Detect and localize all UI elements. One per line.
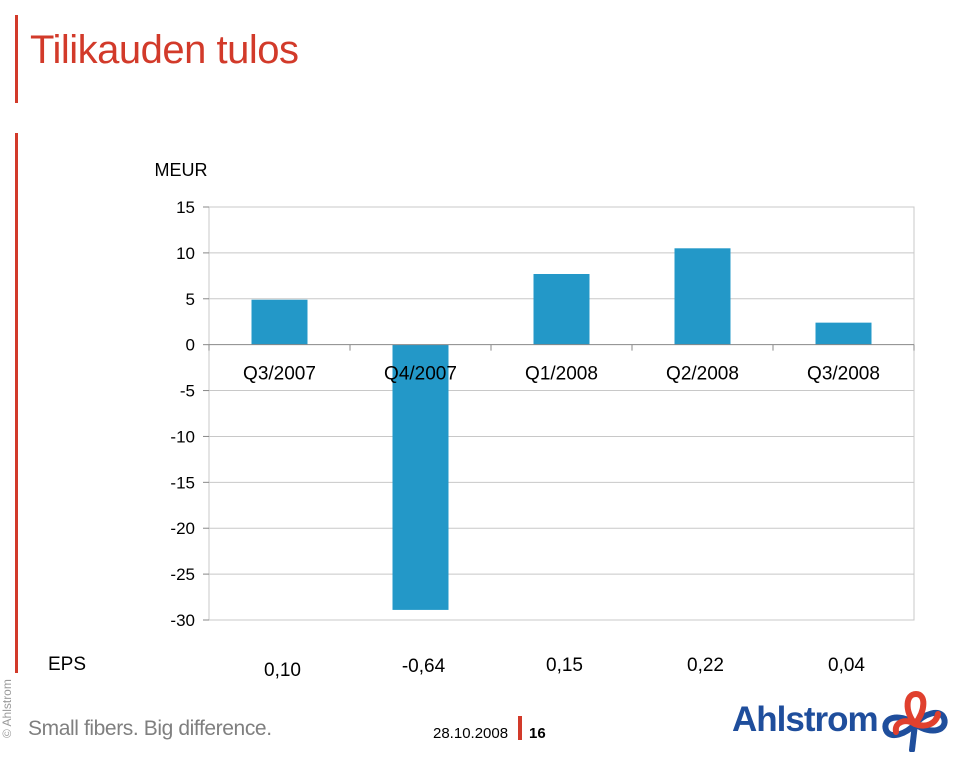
copyright-notice: © Ahlstrom [0,679,14,738]
bar-chart: 15 10 5 0 -5 -10 -15 -20 -25 -30 MEUR Q3/2007 Q4/200… [48,160,915,681]
y-axis-label: MEUR [155,160,208,180]
y-tick-label: -20 [170,519,195,538]
category-label: Q4/2007 [384,364,457,385]
plot-frame [208,206,915,621]
labels-layer: 15 10 5 0 -5 -10 -15 -20 -25 -30 MEUR Q3/2007 Q4/200… [48,160,880,681]
y-tick-label: -10 [170,427,195,446]
y-tick-label: 5 [186,290,195,309]
bar-q1-2008 [533,273,590,345]
eps-value: 0,22 [687,655,724,676]
eps-value: -0,64 [402,656,446,677]
grid-layer [208,206,915,621]
bar-q3-2008 [815,322,872,345]
category-label: Q3/2007 [243,364,316,385]
footer-separator [518,716,522,740]
tagline: Small fibers. Big difference. [28,717,272,740]
bar-q3-2007 [251,299,308,345]
y-tick-label: 15 [176,198,195,217]
eps-value: 0,10 [264,660,301,681]
y-tick-label: -15 [170,473,195,492]
category-label: Q2/2008 [666,364,739,385]
category-label: Q1/2008 [525,364,598,385]
category-label: Q3/2008 [807,364,880,385]
eps-label: EPS [48,654,86,675]
bar-q2-2008 [674,248,731,345]
slide-title: Tilikauden tulos [30,28,299,72]
y-tick-label: -30 [170,611,195,630]
accent-bar-main [15,133,18,673]
eps-value: 0,15 [546,655,583,676]
logo-wordmark: Ahlstrom [732,700,879,739]
bar-q4-2007 [392,344,449,610]
y-tick-label: 10 [176,244,195,263]
page-number: 16 [529,725,546,742]
y-tick-label: -5 [180,382,195,401]
footer-date: 28.10.2008 [433,725,509,742]
eps-value: 0,04 [828,655,865,676]
accent-bar-top [15,15,18,103]
axis-layer [203,206,915,621]
ahlstrom-logo-icon [882,690,948,752]
y-tick-label: 0 [186,336,195,355]
y-tick-label: -25 [170,565,195,584]
bars-layer [251,248,872,610]
